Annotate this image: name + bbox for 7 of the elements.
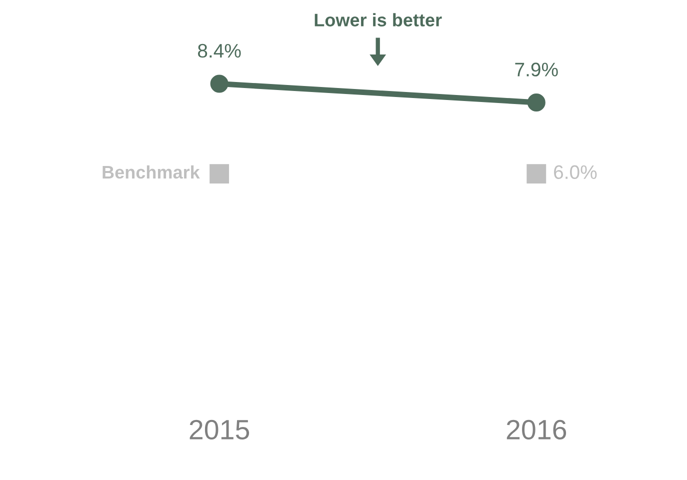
x-tick-label: 2016: [506, 420, 566, 440]
x-tick-label: 2015: [190, 420, 250, 440]
text: Lower is better: [314, 13, 442, 26]
data-label: 8.4%: [198, 44, 241, 58]
series-label: Benchmark: [102, 165, 200, 179]
data-label: 6.0%: [554, 165, 597, 180]
data-label: 7.9%: [515, 62, 558, 76]
